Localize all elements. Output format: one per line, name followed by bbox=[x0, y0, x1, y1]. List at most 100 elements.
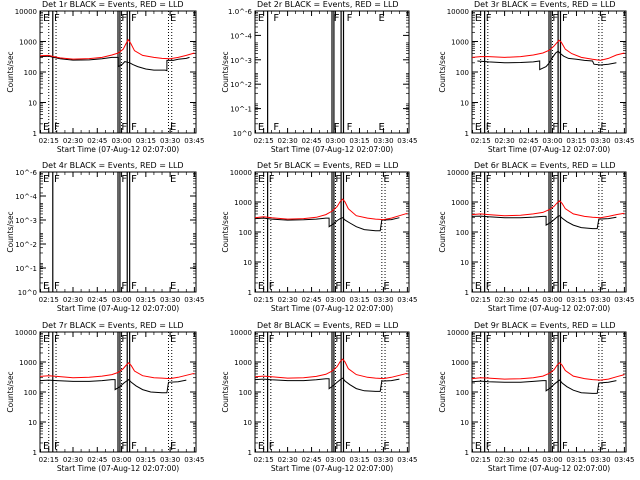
event-marker-f: F bbox=[335, 174, 341, 185]
x-tick-label: 03:15 bbox=[136, 456, 156, 464]
y-tick-label: 100 bbox=[239, 229, 252, 237]
event-marker-f-bottom: F bbox=[335, 441, 341, 452]
x-tick-label: 02:30 bbox=[277, 296, 297, 304]
y-tick-label: 1000 bbox=[451, 199, 469, 207]
event-marker-f: F bbox=[486, 13, 492, 24]
event-marker-f: F bbox=[486, 174, 492, 185]
event-marker-f-bottom: F bbox=[54, 281, 60, 292]
y-tick-label: 10000 bbox=[447, 169, 469, 177]
panel-title: Det 8r BLACK = Events, RED = LLD bbox=[257, 321, 399, 330]
event-marker-f-bottom: F bbox=[131, 441, 137, 452]
x-tick-label: 03:45 bbox=[614, 296, 634, 304]
x-tick-label: 02:30 bbox=[63, 137, 83, 145]
event-marker-f: F bbox=[121, 174, 127, 185]
event-marker-f: F bbox=[334, 13, 340, 24]
y-tick-label: 100 bbox=[456, 69, 469, 77]
x-tick-label: 02:45 bbox=[87, 137, 107, 145]
event-marker-f-bottom: F bbox=[121, 281, 127, 292]
event-marker-f-bottom: F bbox=[335, 281, 341, 292]
vline-group bbox=[263, 332, 386, 452]
x-tick-label: 03:00 bbox=[542, 296, 562, 304]
series-line-events bbox=[472, 215, 617, 230]
panel-title: Det 4r BLACK = Events, RED = LLD bbox=[42, 161, 184, 170]
series-line-lld bbox=[255, 198, 408, 221]
y-tick-label: 1.0^-6 bbox=[228, 8, 253, 16]
x-tick-label: 03:30 bbox=[160, 456, 180, 464]
x-axis-label: Start Time (07-Aug-12 02:07:00) bbox=[271, 145, 393, 154]
event-marker-f-bottom: F bbox=[345, 281, 351, 292]
event-marker-e: E bbox=[258, 174, 264, 185]
event-marker-e: E bbox=[170, 334, 176, 345]
x-tick-label: 03:45 bbox=[397, 456, 417, 464]
panel-det-8r: Det 8r BLACK = Events, RED = LLD10000100… bbox=[221, 321, 417, 473]
event-marker-f-bottom: F bbox=[486, 281, 492, 292]
event-marker-f: F bbox=[335, 334, 341, 345]
y-tick-label: 10^-6 bbox=[15, 169, 37, 177]
event-marker-e: E bbox=[43, 174, 49, 185]
x-tick-label: 02:45 bbox=[301, 456, 321, 464]
series-group bbox=[40, 38, 195, 72]
x-tick-label: 03:30 bbox=[590, 137, 610, 145]
x-tick-label: 02:15 bbox=[471, 137, 491, 145]
event-marker-e: E bbox=[379, 13, 385, 24]
event-marker-f-bottom: F bbox=[54, 122, 60, 133]
event-marker-e-bottom: E bbox=[170, 441, 176, 452]
x-tick-label: 02:30 bbox=[277, 137, 297, 145]
event-marker-f-bottom: F bbox=[562, 281, 568, 292]
series-line-events bbox=[40, 378, 187, 394]
x-tick-label: 02:15 bbox=[39, 137, 59, 145]
x-tick-label: 03:15 bbox=[136, 296, 156, 304]
series-group bbox=[40, 361, 195, 394]
series-line-lld bbox=[472, 39, 625, 61]
event-marker-e-bottom: E bbox=[43, 122, 49, 133]
event-marker-e-bottom: E bbox=[258, 441, 264, 452]
event-marker-f: F bbox=[562, 13, 568, 24]
event-marker-e: E bbox=[475, 334, 481, 345]
panel-title: Det 5r BLACK = Events, RED = LLD bbox=[257, 161, 399, 170]
y-tick-label: 1 bbox=[465, 130, 469, 138]
x-tick-label: 03:45 bbox=[184, 456, 204, 464]
event-marker-f: F bbox=[121, 13, 127, 24]
series-group bbox=[472, 362, 625, 394]
y-tick-label: 10000 bbox=[230, 329, 252, 337]
panel-det-6r: Det 6r BLACK = Events, RED = LLD10000100… bbox=[438, 161, 634, 313]
y-tick-label: 10000 bbox=[447, 329, 469, 337]
x-tick-label: 02:45 bbox=[87, 456, 107, 464]
event-marker-e: E bbox=[475, 13, 481, 24]
event-marker-f-bottom: F bbox=[486, 441, 492, 452]
event-marker-f: F bbox=[562, 334, 568, 345]
y-tick-label: 1 bbox=[248, 449, 252, 457]
panel-title: Det 1r BLACK = Events, RED = LLD bbox=[42, 0, 184, 9]
x-axis-label: Start Time (07-Aug-12 02:07:00) bbox=[271, 304, 393, 313]
y-tick-label: 10^-3 bbox=[230, 57, 252, 65]
x-tick-label: 02:30 bbox=[63, 456, 83, 464]
y-tick-label: 1 bbox=[248, 289, 252, 297]
series-group bbox=[255, 198, 408, 232]
event-marker-e-bottom: E bbox=[600, 441, 606, 452]
x-tick-label: 03:30 bbox=[590, 456, 610, 464]
y-tick-label: 10^-3 bbox=[15, 217, 37, 225]
x-tick-label: 03:00 bbox=[325, 456, 345, 464]
event-marker-f-bottom: F bbox=[552, 122, 558, 133]
x-axis-label: Start Time (07-Aug-12 02:07:00) bbox=[57, 145, 179, 154]
event-marker-e-bottom: E bbox=[475, 122, 481, 133]
event-marker-f-bottom: F bbox=[345, 441, 351, 452]
event-marker-f-bottom: F bbox=[334, 122, 340, 133]
event-marker-f: F bbox=[131, 174, 137, 185]
x-tick-label: 03:00 bbox=[325, 296, 345, 304]
event-marker-e: E bbox=[43, 13, 49, 24]
event-marker-f-bottom: F bbox=[552, 441, 558, 452]
vline-group bbox=[480, 332, 603, 452]
series-line-lld bbox=[40, 361, 195, 380]
event-marker-f-bottom: F bbox=[273, 122, 279, 133]
y-tick-label: 1 bbox=[33, 449, 37, 457]
event-marker-f: F bbox=[131, 334, 137, 345]
x-tick-label: 02:15 bbox=[254, 456, 274, 464]
y-axis-label: Counts/sec bbox=[6, 371, 15, 412]
panel-det-2r: Det 2r BLACK = Events, RED = LLD 1.0^-6 10… bbox=[221, 0, 417, 154]
event-marker-f: F bbox=[131, 13, 137, 24]
event-marker-f: F bbox=[54, 13, 60, 24]
x-tick-label: 03:30 bbox=[373, 296, 393, 304]
event-marker-f: F bbox=[552, 174, 558, 185]
